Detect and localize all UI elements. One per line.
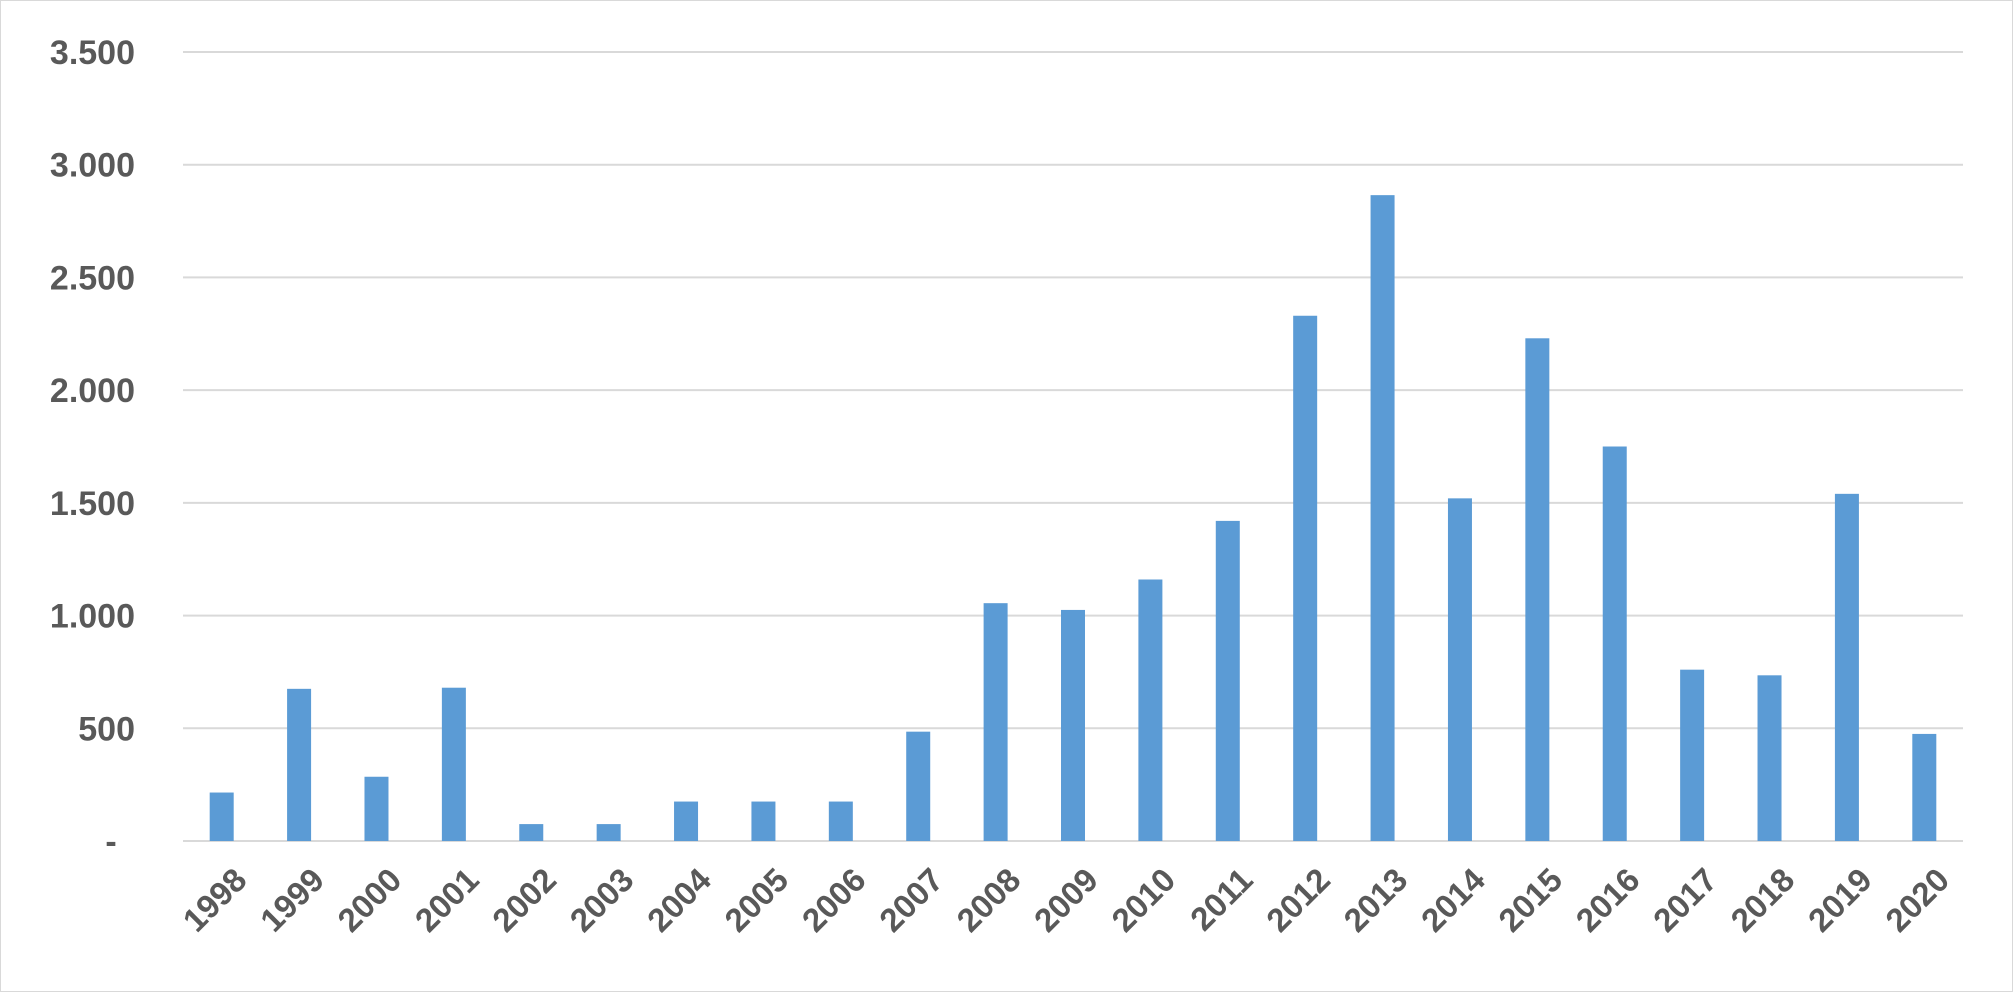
bar-2012 (1293, 315, 1318, 841)
y-tick-label: 1.000 (50, 598, 135, 636)
x-axis-ticks: 1998 1999 2000 2001 2002 2003 2004 2005 2006 2007… (176, 860, 1957, 939)
x-tick-label: 2015 (1491, 861, 1569, 939)
x-tick-label: 2006 (795, 861, 873, 939)
x-tick-label: 2020 (1878, 861, 1956, 939)
bar-2007 (906, 731, 931, 841)
y-tick-label: 3.500 (50, 34, 135, 72)
bar-2001 (441, 687, 466, 841)
x-tick-label: 2008 (949, 861, 1027, 939)
x-tick-label: 1998 (176, 861, 254, 939)
x-tick-label: 2011 (1183, 861, 1260, 938)
x-tick-label: 2004 (640, 860, 719, 939)
x-tick-label: 2005 (717, 861, 795, 939)
bar-1998 (209, 792, 234, 841)
x-tick-label: 2002 (485, 861, 563, 939)
x-tick-label: 2000 (330, 861, 408, 939)
y-tick-label: 1.500 (50, 485, 135, 523)
y-tick-label: 500 (78, 710, 135, 748)
x-tick-label: 2017 (1646, 861, 1724, 939)
x-tick-label: 2012 (1259, 861, 1337, 939)
bar-2008 (983, 603, 1008, 841)
bar-2014 (1447, 498, 1472, 841)
x-tick-label: 2010 (1104, 861, 1182, 939)
x-tick-label: 2013 (1336, 861, 1414, 939)
x-tick-label: 2018 (1723, 861, 1801, 939)
bar-2000 (364, 776, 389, 841)
bar-2017 (1680, 669, 1705, 841)
x-tick-label: 2001 (408, 861, 486, 939)
bar-2018 (1757, 675, 1782, 841)
bar-2020 (1912, 733, 1937, 841)
y-tick-label: 2.000 (50, 372, 135, 410)
bar-2010 (1138, 579, 1163, 841)
x-tick-label: 2007 (872, 861, 950, 939)
bar-2004 (674, 801, 699, 841)
bars (209, 195, 1937, 841)
y-tick-label: 2.500 (50, 259, 135, 297)
x-tick-label: 2014 (1414, 860, 1493, 939)
x-tick-label: 1999 (253, 861, 331, 939)
bar-2003 (596, 824, 621, 841)
y-tick-label: - (105, 823, 116, 861)
x-tick-label: 2003 (562, 861, 640, 939)
bar-2013 (1370, 195, 1395, 841)
y-axis-ticks: - 500 1.000 1.500 2.000 2.500 3.000 3.500 (50, 34, 135, 861)
bar-2006 (828, 801, 853, 841)
x-tick-label: 2009 (1027, 861, 1105, 939)
bar-1999 (287, 688, 312, 841)
bar-2015 (1525, 338, 1550, 841)
x-tick-label: 2016 (1569, 861, 1647, 939)
bar-2016 (1602, 446, 1627, 841)
y-tick-label: 3.000 (50, 147, 135, 185)
bar-2011 (1215, 520, 1240, 841)
bar-2002 (519, 824, 544, 841)
bar-2019 (1834, 493, 1859, 841)
bar-2009 (1061, 609, 1085, 841)
bar-2005 (751, 801, 776, 841)
x-tick-label: 2019 (1801, 861, 1879, 939)
